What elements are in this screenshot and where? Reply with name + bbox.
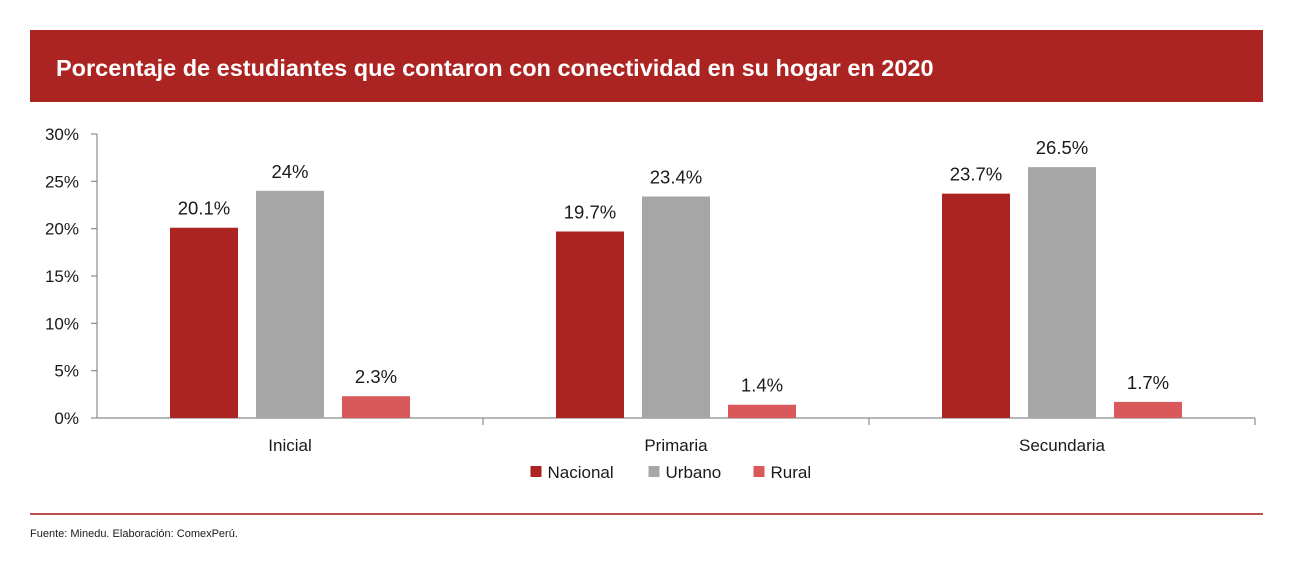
bar-rural-inicial (342, 396, 410, 418)
y-tick-label: 10% (45, 314, 79, 333)
y-tick-label: 30% (45, 125, 79, 144)
y-tick-label: 5% (54, 362, 79, 381)
y-tick-label: 25% (45, 172, 79, 191)
bar-nacional-primaria (556, 231, 624, 418)
legend-swatch-nacional (530, 466, 542, 477)
data-label: 2.3% (355, 366, 397, 387)
data-label: 23.4% (650, 166, 702, 187)
chart-title-bar: Porcentaje de estudiantes que contaron c… (30, 30, 1263, 102)
bar-nacional-inicial (170, 227, 238, 418)
legend-swatch-rural (753, 466, 765, 477)
data-label: 1.7% (1127, 372, 1169, 393)
legend-label: Nacional (548, 463, 614, 482)
y-tick-label: 0% (54, 409, 79, 428)
bar-chart: 0% 5% 10% 15% 20% 25% 30% 20.1% 24% 2.3% Inicial 19… (45, 125, 1256, 482)
legend-label: Rural (771, 463, 812, 482)
bar-nacional-secundaria (942, 193, 1010, 418)
y-tick-label: 20% (45, 220, 79, 239)
bar-rural-primaria (728, 404, 796, 418)
footer-divider (30, 513, 1263, 515)
bar-urbano-secundaria (1028, 167, 1096, 418)
data-label: 19.7% (564, 202, 616, 223)
x-tick-label: Secundaria (1019, 436, 1106, 455)
bar-urbano-inicial (256, 190, 324, 418)
legend-label: Urbano (666, 463, 722, 482)
data-label: 26.5% (1036, 137, 1088, 158)
bar-urbano-primaria (642, 196, 710, 418)
chart-title: Porcentaje de estudiantes que contaron c… (56, 55, 934, 81)
data-label: 23.7% (950, 164, 1002, 185)
x-tick-label: Inicial (268, 436, 311, 455)
x-tick-label: Primaria (644, 436, 708, 455)
data-label: 1.4% (741, 375, 783, 396)
source-note: Fuente: Minedu. Elaboración: ComexPerú. (30, 528, 238, 540)
y-tick-label: 15% (45, 267, 79, 286)
data-label: 24% (271, 161, 308, 182)
legend-swatch-urbano (648, 466, 660, 477)
data-label: 20.1% (178, 198, 230, 219)
bar-rural-secundaria (1114, 401, 1182, 418)
